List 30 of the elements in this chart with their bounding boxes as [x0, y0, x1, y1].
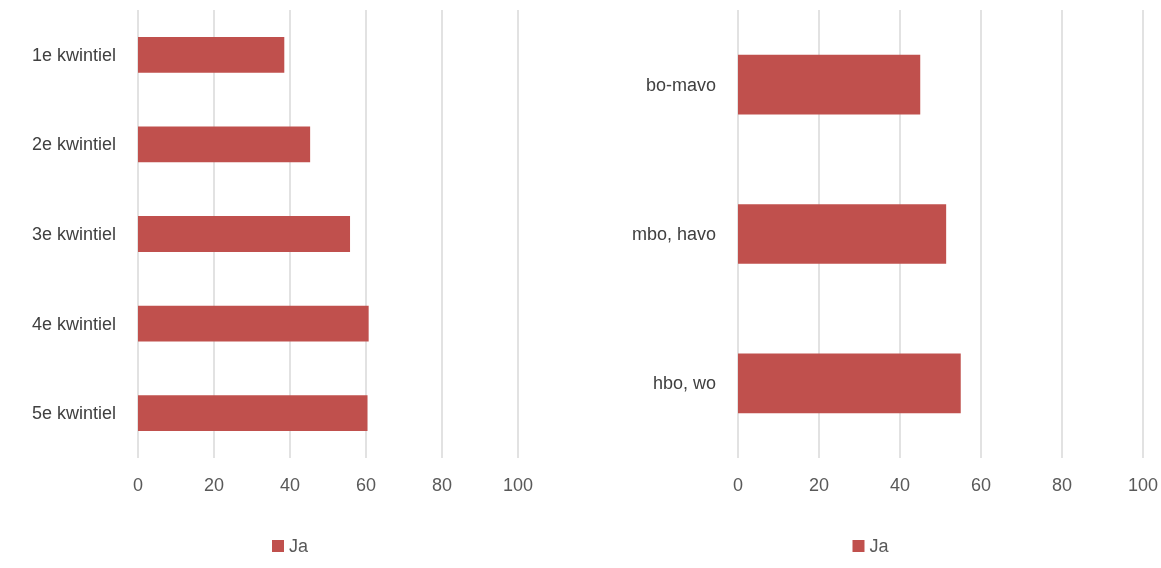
x-tick-label: 80	[1051, 475, 1072, 495]
bar	[738, 353, 961, 414]
legend-label: Ja	[288, 536, 309, 556]
bar	[138, 395, 368, 432]
legend-label: Ja	[869, 536, 890, 556]
y-tick-label: mbo, havo	[631, 224, 716, 244]
y-tick-label: 1e kwintiel	[31, 44, 116, 65]
y-tick-label: 3e kwintiel	[31, 224, 116, 244]
bar	[138, 126, 311, 163]
bar	[738, 54, 921, 115]
x-tick-label: 40	[889, 475, 911, 495]
x-tick-label: 0	[132, 475, 144, 495]
x-tick-label: 20	[808, 475, 830, 495]
x-tick-label: 80	[431, 475, 453, 495]
bar	[138, 305, 369, 342]
x-tick-label: 20	[203, 475, 225, 495]
y-tick-label: 2e kwintiel	[31, 134, 116, 155]
y-tick-label: 4e kwintiel	[31, 313, 116, 334]
x-tick-label: 60	[970, 475, 992, 495]
x-tick-label: 0	[732, 475, 744, 495]
bar	[138, 216, 351, 252]
y-tick-label: bo-mavo	[645, 74, 716, 95]
x-tick-label: 40	[279, 475, 301, 495]
x-tick-label: 60	[355, 475, 377, 495]
y-tick-label: hbo, wo	[652, 373, 716, 394]
bar	[738, 204, 947, 264]
y-tick-label: 5e kwintiel	[31, 403, 116, 424]
x-tick-label: 100	[1127, 475, 1159, 495]
bar	[138, 36, 285, 73]
x-tick-label: 100	[502, 475, 534, 495]
